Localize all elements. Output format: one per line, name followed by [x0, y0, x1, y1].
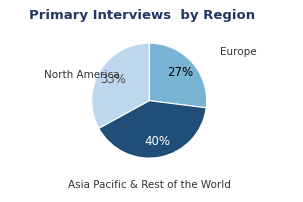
Text: 33%: 33%: [100, 73, 126, 86]
Text: Europe: Europe: [220, 47, 257, 57]
Text: 27%: 27%: [168, 66, 194, 79]
Text: North America: North America: [44, 70, 120, 80]
Wedge shape: [99, 101, 206, 158]
Wedge shape: [149, 43, 207, 108]
Wedge shape: [92, 43, 149, 128]
Text: Asia Pacific & Rest of the World: Asia Pacific & Rest of the World: [68, 180, 231, 190]
Text: 40%: 40%: [144, 135, 170, 148]
Title: Primary Interviews  by Region: Primary Interviews by Region: [29, 9, 255, 22]
